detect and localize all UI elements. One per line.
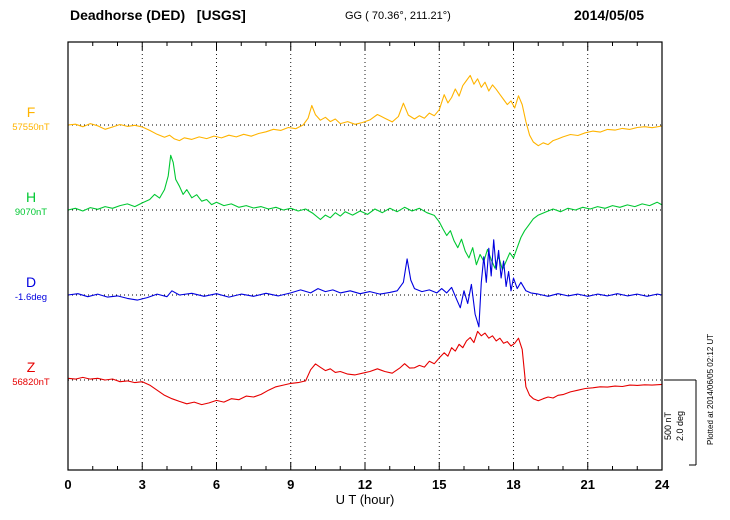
trace-H bbox=[67, 154, 663, 271]
x-tick-label: 21 bbox=[581, 477, 595, 492]
x-axis-label: U T (hour) bbox=[335, 492, 395, 507]
trace-Z bbox=[67, 330, 663, 406]
x-tick-label: 24 bbox=[655, 477, 670, 492]
channel-Z: Z 56820nT bbox=[2, 359, 60, 389]
channel-H: H 9070nT bbox=[2, 189, 60, 219]
channel-Z-baseline-value: 56820nT bbox=[12, 377, 50, 388]
channel-F: F 57550nT bbox=[2, 104, 60, 134]
x-tick-label: 6 bbox=[213, 477, 220, 492]
channel-Z-label: Z bbox=[26, 359, 36, 375]
x-tick-label: 12 bbox=[358, 477, 372, 492]
channel-F-baseline-value: 57550nT bbox=[12, 122, 50, 133]
x-tick-label: 0 bbox=[64, 477, 71, 492]
channel-D-label: D bbox=[25, 274, 37, 290]
scale-bar-deg-label: 2.0 deg bbox=[675, 410, 685, 442]
channel-F-label: F bbox=[26, 104, 36, 120]
channel-D-baseline-value: -1.6deg bbox=[14, 292, 48, 303]
scale-bar-nt-label: 500 nT bbox=[663, 411, 673, 441]
geographic-coordinates: GG ( 70.36°, 211.21°) bbox=[345, 10, 451, 22]
page-title: Deadhorse (DED) [USGS] bbox=[70, 7, 246, 23]
trace-F bbox=[67, 74, 663, 147]
x-tick-label: 3 bbox=[139, 477, 146, 492]
trace-D bbox=[67, 239, 663, 328]
channel-H-baseline-value: 9070nT bbox=[14, 207, 48, 218]
x-tick-label: 9 bbox=[287, 477, 294, 492]
date-label: 2014/05/05 bbox=[574, 7, 645, 23]
x-tick-label: 15 bbox=[432, 477, 446, 492]
channel-H-label: H bbox=[25, 189, 37, 205]
channel-D: D -1.6deg bbox=[2, 274, 60, 304]
x-tick-label: 18 bbox=[506, 477, 520, 492]
plotted-at-note: Plotted at 2014/06/05 02:12 UT bbox=[706, 333, 715, 445]
